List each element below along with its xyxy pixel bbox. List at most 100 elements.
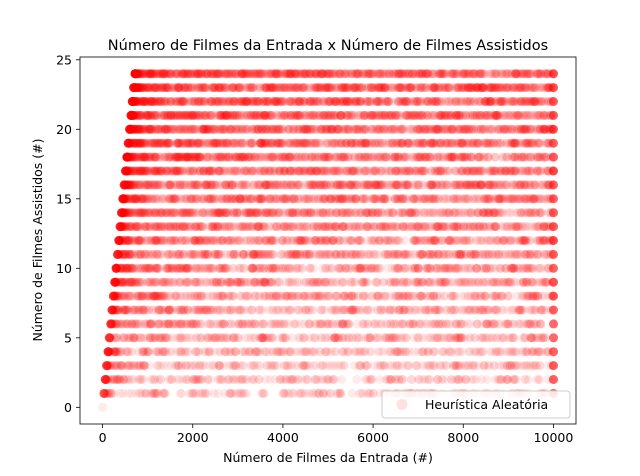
data-point bbox=[356, 388, 366, 398]
data-point bbox=[138, 333, 148, 343]
data-point bbox=[249, 333, 259, 343]
data-point bbox=[270, 263, 280, 273]
data-point bbox=[391, 375, 401, 384]
data-point bbox=[147, 375, 157, 384]
data-point bbox=[454, 277, 464, 287]
data-point bbox=[544, 375, 553, 384]
data-point bbox=[281, 375, 291, 384]
data-point bbox=[482, 375, 492, 384]
data-point bbox=[386, 375, 396, 384]
data-point bbox=[374, 236, 384, 245]
data-point bbox=[323, 375, 333, 384]
data-point bbox=[100, 388, 110, 398]
data-point bbox=[222, 305, 232, 315]
data-point bbox=[237, 388, 247, 398]
data-point bbox=[194, 305, 204, 315]
data-point bbox=[116, 375, 126, 384]
data-point bbox=[181, 375, 191, 384]
data-point bbox=[147, 277, 157, 287]
data-point bbox=[238, 222, 248, 232]
data-point bbox=[149, 388, 159, 398]
data-point bbox=[303, 375, 313, 384]
data-point bbox=[202, 305, 211, 315]
data-point bbox=[226, 319, 236, 329]
data-point bbox=[457, 375, 467, 384]
data-point bbox=[398, 291, 408, 301]
data-point bbox=[502, 375, 512, 384]
data-point bbox=[237, 319, 247, 329]
data-point bbox=[304, 388, 314, 398]
data-point bbox=[400, 236, 410, 245]
data-point bbox=[167, 375, 177, 384]
data-point bbox=[430, 263, 440, 273]
data-point bbox=[296, 388, 306, 398]
data-point bbox=[337, 277, 346, 287]
data-point bbox=[203, 388, 213, 398]
data-point bbox=[115, 222, 125, 232]
data-point bbox=[302, 249, 312, 259]
data-point bbox=[270, 375, 280, 384]
data-point bbox=[395, 305, 405, 315]
data-point bbox=[460, 291, 470, 301]
data-point bbox=[101, 375, 110, 384]
data-point bbox=[304, 319, 314, 329]
data-point bbox=[432, 375, 442, 384]
data-point bbox=[174, 333, 184, 343]
data-point bbox=[235, 291, 245, 301]
data-point bbox=[99, 388, 109, 398]
data-point bbox=[549, 305, 558, 315]
data-point bbox=[238, 375, 248, 384]
data-point bbox=[433, 375, 442, 384]
data-point bbox=[375, 347, 385, 357]
data-point bbox=[237, 388, 247, 398]
data-point bbox=[144, 319, 154, 329]
data-point bbox=[271, 291, 281, 301]
data-point bbox=[535, 263, 545, 273]
data-point bbox=[386, 236, 395, 245]
data-point bbox=[549, 361, 558, 371]
data-point bbox=[175, 375, 184, 384]
data-point bbox=[212, 305, 222, 315]
data-point bbox=[471, 375, 481, 384]
data-point bbox=[113, 361, 123, 371]
data-point bbox=[115, 388, 125, 398]
data-point bbox=[385, 375, 395, 384]
data-point bbox=[191, 375, 201, 384]
data-point bbox=[151, 236, 161, 245]
data-point bbox=[394, 375, 404, 384]
data-point bbox=[299, 347, 309, 357]
data-point bbox=[214, 263, 224, 273]
data-point bbox=[249, 375, 259, 384]
data-point bbox=[347, 388, 357, 398]
data-point bbox=[342, 347, 352, 357]
data-point bbox=[112, 249, 122, 259]
data-point bbox=[209, 388, 219, 398]
data-point bbox=[495, 263, 505, 273]
data-point bbox=[137, 236, 146, 245]
data-point bbox=[258, 388, 268, 398]
data-point bbox=[99, 388, 109, 398]
data-point bbox=[108, 375, 118, 384]
data-point bbox=[318, 375, 328, 384]
data-point bbox=[293, 375, 303, 384]
data-point bbox=[294, 277, 304, 287]
data-point bbox=[223, 375, 233, 384]
data-point bbox=[549, 375, 558, 384]
data-point bbox=[519, 263, 529, 273]
data-point bbox=[102, 361, 112, 371]
data-point bbox=[259, 388, 269, 398]
data-point bbox=[470, 333, 480, 343]
data-point bbox=[238, 375, 248, 384]
data-point bbox=[206, 263, 215, 273]
data-point bbox=[127, 375, 136, 384]
data-point bbox=[310, 375, 320, 384]
data-point bbox=[450, 375, 460, 384]
data-point bbox=[106, 319, 116, 329]
data-point bbox=[114, 375, 124, 384]
data-point bbox=[381, 375, 391, 384]
data-point bbox=[198, 249, 208, 259]
data-point bbox=[356, 333, 366, 343]
data-point bbox=[317, 375, 326, 384]
data-point bbox=[212, 319, 222, 329]
data-point bbox=[500, 222, 510, 232]
